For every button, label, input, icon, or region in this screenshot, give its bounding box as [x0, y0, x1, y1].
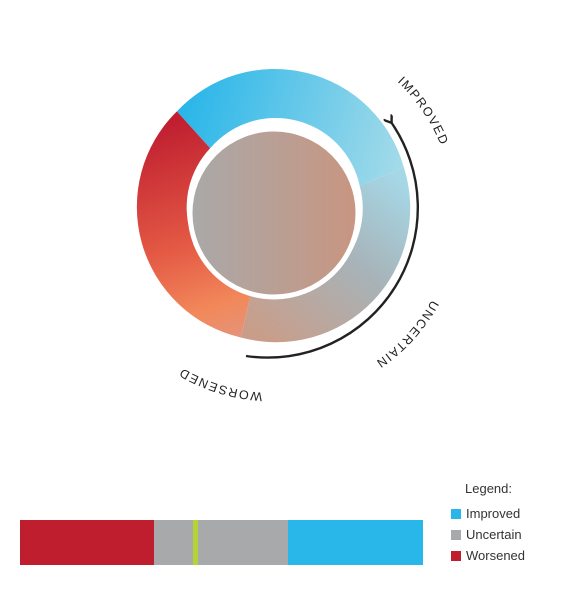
label-uncertain: UNCERTAIN: [373, 298, 440, 371]
legend-label-uncertain: Uncertain: [466, 527, 522, 542]
legend-swatch-worsened: [451, 550, 461, 561]
center-circle: [187, 126, 361, 300]
legend-item-improved: Improved: [451, 503, 561, 524]
svg-text:UNCERTAIN: UNCERTAIN: [373, 298, 441, 371]
legend-label-improved: Improved: [466, 506, 521, 521]
distribution-bar: [20, 520, 423, 565]
svg-text:IMPROVED: IMPROVED: [395, 74, 451, 148]
legend-title: Legend:: [465, 481, 512, 496]
bar-segment-improved: [288, 520, 423, 565]
legend: Legend: Improved Uncertain Worsened: [451, 481, 561, 566]
outcome-cycle-diagram: IMPROVED UNCERTAIN WORSENED: [136, 68, 451, 404]
legend-label-worsened: Worsened: [466, 548, 526, 563]
legend-item-worsened: Worsened: [451, 545, 561, 566]
bar-marker: [193, 520, 199, 565]
arrow-uncertain-to-improved: [245, 122, 420, 359]
bar-segment-uncertain: [154, 520, 289, 565]
bar-segment-worsened: [20, 520, 155, 565]
legend-swatch-uncertain: [451, 529, 461, 540]
label-improved: IMPROVED: [395, 74, 450, 148]
legend-swatch-improved: [451, 508, 461, 519]
svg-text:WORSENED: WORSENED: [176, 365, 263, 404]
legend-item-uncertain: Uncertain: [451, 524, 561, 545]
label-worsened: WORSENED: [176, 365, 261, 404]
ring-segment-improved: [176, 68, 404, 186]
